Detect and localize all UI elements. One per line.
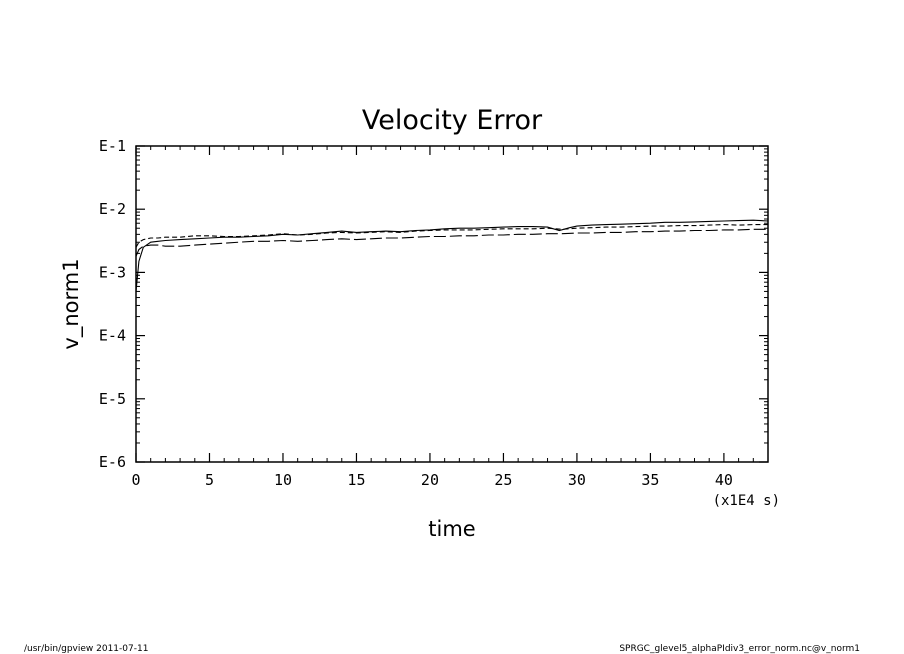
y-tick-label: E-5: [99, 390, 126, 408]
x-tick-label: 35: [641, 471, 659, 489]
x-unit-label: (x1E4 s): [713, 493, 780, 509]
x-tick-labels: 0 5 10 15 20 25 30 35 40: [131, 471, 732, 489]
y-tick-label: E-1: [99, 137, 126, 155]
x-axis-label: time: [428, 517, 475, 541]
y-axis-label: v_norm1: [59, 258, 84, 349]
x-tick-label: 30: [568, 471, 586, 489]
y-tick-label: E-2: [99, 200, 126, 218]
x-tick-label: 20: [421, 471, 439, 489]
x-tick-label: 40: [715, 471, 733, 489]
series-line-2: [135, 224, 768, 248]
series-line-1: [135, 219, 769, 292]
x-tick-label: 0: [131, 471, 140, 489]
plot-area: [135, 219, 769, 292]
series-line-3: [135, 228, 768, 257]
chart-title: Velocity Error: [362, 105, 543, 136]
x-tick-label: 25: [494, 471, 512, 489]
axis-ticks: [135, 145, 769, 463]
footer-left: /usr/bin/gpview 2011-07-11: [24, 644, 148, 654]
y-tick-labels: E-6 E-5 E-4 E-3 E-2 E-1: [99, 137, 126, 471]
y-tick-label: E-3: [99, 263, 126, 281]
x-tick-label: 5: [205, 471, 214, 489]
x-tick-label: 10: [274, 471, 292, 489]
footer-right: SPRGC_glevel5_alphaPIdiv3_error_norm.nc@…: [619, 644, 860, 654]
y-tick-label: E-4: [99, 327, 126, 345]
x-tick-label: 15: [347, 471, 365, 489]
plot-frame: [135, 145, 769, 463]
y-tick-label: E-6: [99, 453, 126, 471]
